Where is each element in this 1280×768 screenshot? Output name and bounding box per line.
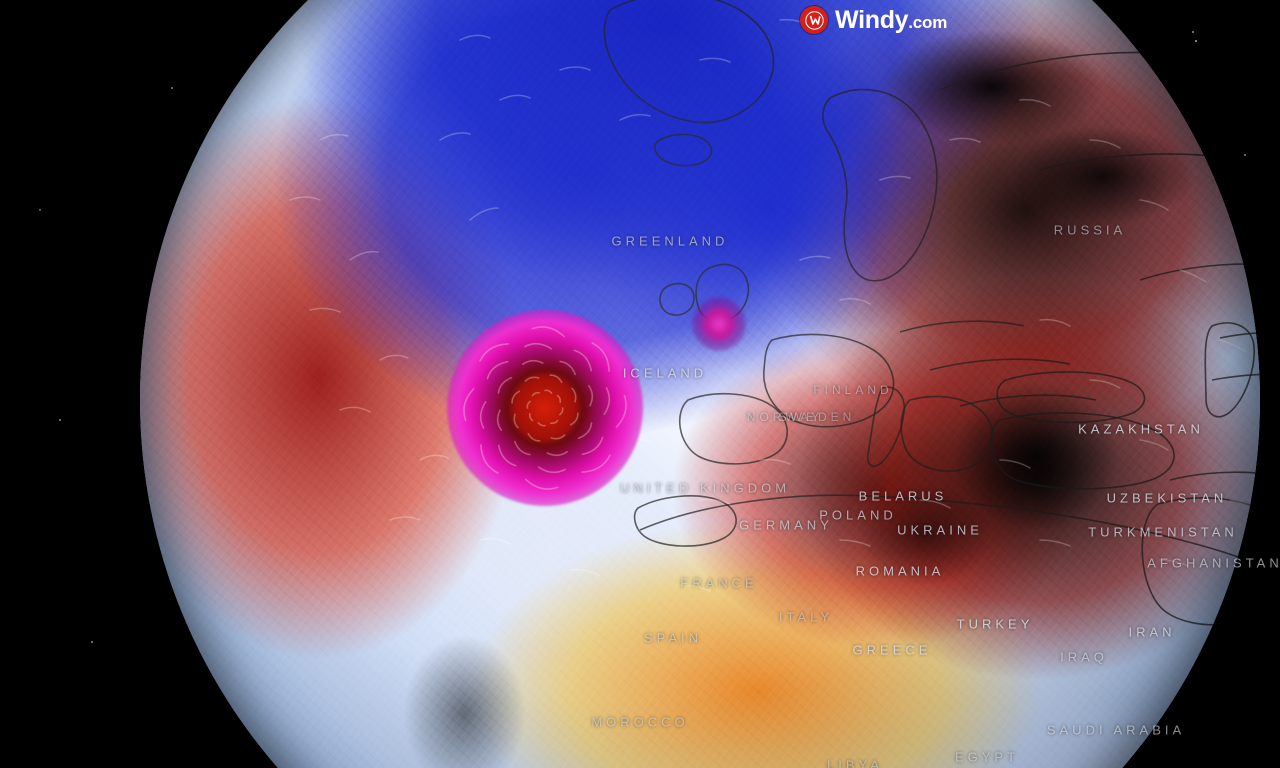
- country-label-egypt[interactable]: EGYPT: [954, 749, 1020, 765]
- country-label-united-kingdom[interactable]: UNITED KINGDOM: [619, 480, 791, 496]
- country-label-turkey[interactable]: TURKEY: [956, 616, 1034, 632]
- country-label-romania[interactable]: ROMANIA: [855, 563, 945, 579]
- country-label-poland[interactable]: POLAND: [819, 507, 897, 523]
- country-label-greenland[interactable]: GREENLAND: [611, 233, 729, 249]
- windy-logo-text: Windy .com: [835, 5, 948, 34]
- windy-logo[interactable]: Windy .com: [798, 4, 953, 36]
- brand-name: Windy: [835, 5, 909, 34]
- country-label-spain[interactable]: SPAIN: [643, 630, 703, 646]
- country-label-turkmenistan[interactable]: TURKMENISTAN: [1088, 524, 1238, 540]
- country-label-libya[interactable]: LIBYA: [827, 757, 883, 768]
- country-label-italy[interactable]: ITALY: [778, 609, 834, 625]
- brand-tld: .com: [908, 12, 948, 32]
- country-label-france[interactable]: FRANCE: [680, 575, 758, 591]
- country-label-ukraine[interactable]: UKRAINE: [897, 522, 983, 538]
- country-label-belarus[interactable]: BELARUS: [858, 488, 948, 504]
- country-label-iceland[interactable]: ICELAND: [622, 365, 708, 381]
- country-label-kazakhstan[interactable]: KAZAKHSTAN: [1078, 421, 1204, 437]
- country-label-greece[interactable]: GREECE: [852, 642, 932, 658]
- country-label-iran[interactable]: IRAN: [1128, 624, 1176, 640]
- country-label-finland[interactable]: FINLAND: [813, 383, 893, 397]
- country-label-germany[interactable]: GERMANY: [739, 517, 833, 533]
- globe-shading: [140, 0, 1260, 768]
- country-label-russia[interactable]: RUSSIA: [1053, 222, 1127, 238]
- country-label-saudi-arabia[interactable]: SAUDI ARABIA: [1046, 722, 1186, 738]
- country-label-uzbekistan[interactable]: UZBEKISTAN: [1106, 490, 1228, 506]
- country-label-iraq[interactable]: IRAQ: [1060, 649, 1108, 665]
- country-label-norway[interactable]: NORWAY: [746, 410, 824, 424]
- country-label-morocco[interactable]: MOROCCO: [591, 714, 689, 730]
- earth-globe[interactable]: [140, 0, 1260, 768]
- country-label-afghanistan[interactable]: AFGHANISTAN: [1147, 555, 1280, 571]
- country-label-sweden[interactable]: SWEDEN: [778, 410, 856, 424]
- windy-logo-icon: [800, 6, 828, 34]
